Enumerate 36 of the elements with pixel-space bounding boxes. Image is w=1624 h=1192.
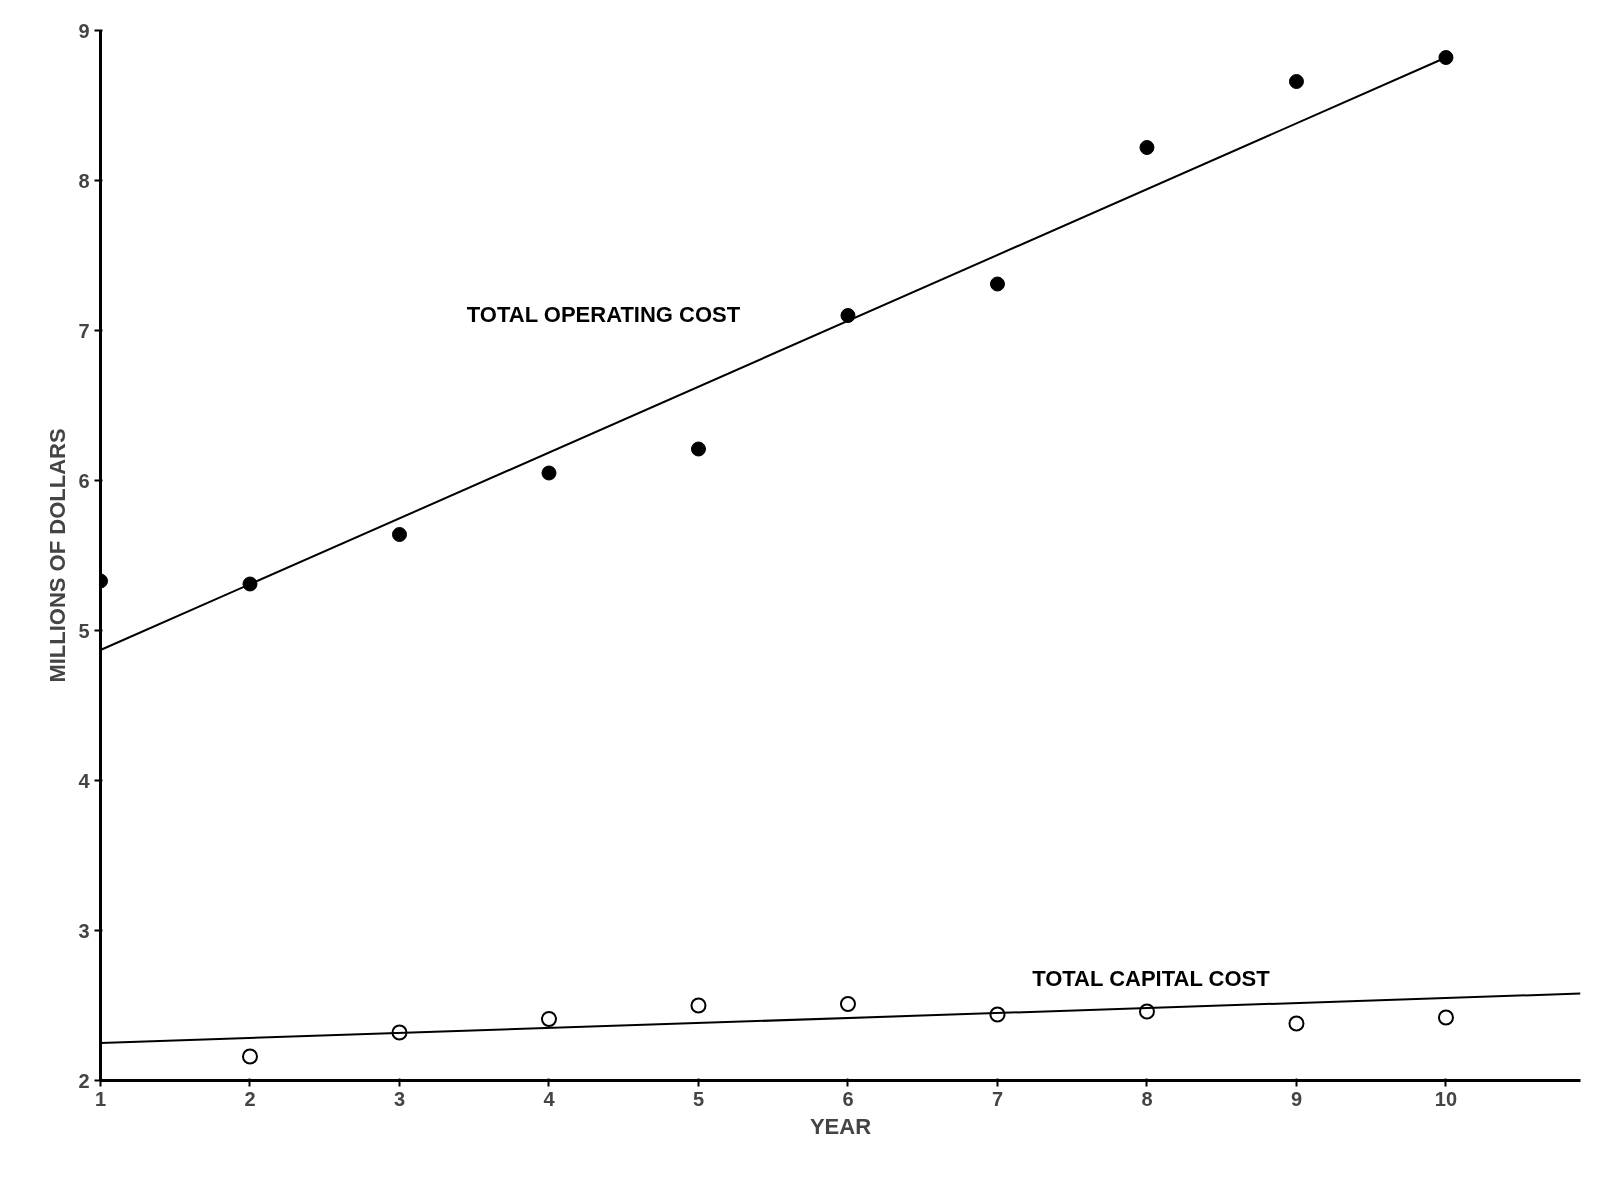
point: [839, 996, 856, 1012]
series-label: TOTAL CAPITAL COST: [1032, 966, 1271, 992]
x-tick-label: 7: [991, 1087, 1004, 1110]
point: [1288, 1015, 1305, 1032]
point: [840, 308, 856, 323]
point: [540, 1011, 557, 1027]
x-tick-label: 10: [1434, 1087, 1458, 1110]
point: [391, 527, 407, 542]
y-tick-label: 5: [78, 619, 90, 642]
x-tick-label: 2: [244, 1087, 256, 1110]
series-label: TOTAL OPERATING COST: [466, 301, 741, 327]
y-tick-label: 6: [78, 469, 90, 492]
y-tick-label: 2: [78, 1069, 90, 1092]
x-tick-label: 9: [1290, 1087, 1303, 1110]
point: [241, 1048, 258, 1065]
point: [989, 276, 1005, 292]
y-tick-label: 7: [78, 319, 90, 342]
y-tick-label: 8: [78, 169, 90, 192]
point: [541, 465, 557, 481]
x-tick-label: 8: [1141, 1087, 1153, 1110]
y-tick-label: 4: [78, 769, 91, 792]
point: [1139, 140, 1155, 155]
point: [690, 441, 706, 457]
x-tick-label: 5: [692, 1087, 705, 1110]
y-axis-title: MILLIONS OF DOLLARS: [45, 428, 71, 683]
point: [1437, 1009, 1454, 1026]
point: [690, 997, 707, 1014]
y-tick-label: 3: [78, 919, 90, 942]
x-tick-label: 3: [393, 1087, 406, 1110]
x-tick-label: 6: [842, 1087, 854, 1110]
x-tick-label: 4: [543, 1087, 556, 1110]
point: [1288, 74, 1304, 89]
x-tick-label: 1: [94, 1087, 107, 1110]
point: [1438, 50, 1454, 65]
x-axis-title: YEAR: [809, 1113, 872, 1139]
y-tick-label: 9: [78, 19, 90, 42]
